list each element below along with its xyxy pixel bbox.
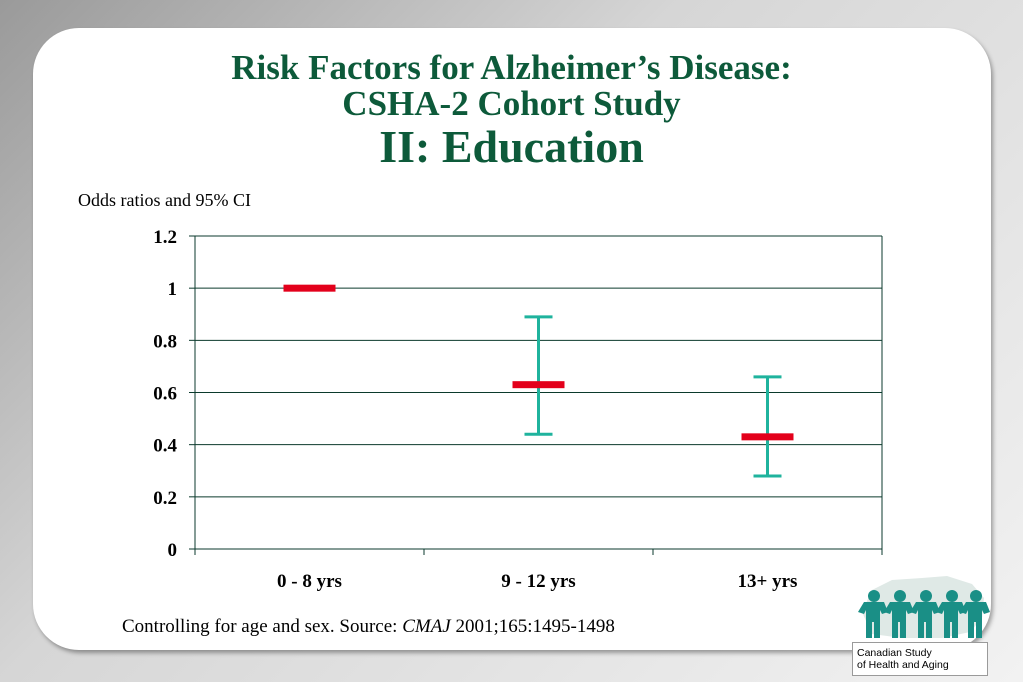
y-tick-label: 0.4: [153, 436, 177, 457]
footnote: Controlling for age and sex. Source: CMA…: [122, 616, 615, 638]
footnote-text: Controlling for age and sex. Source:: [122, 616, 403, 637]
y-tick-label: 1: [168, 279, 178, 300]
x-tick-label: 13+ yrs: [738, 571, 798, 592]
y-tick-label: 0.6: [153, 384, 177, 405]
slide-title: Risk Factors for Alzheimer’s Disease: CS…: [0, 50, 1023, 172]
y-tick-label: 1.2: [153, 227, 177, 248]
logo-line-2: of Health and Aging: [857, 659, 949, 671]
odds-ratio-point: [741, 433, 794, 441]
axes: [189, 235, 883, 555]
data-marks: [283, 284, 794, 478]
title-line-2: CSHA-2 Cohort Study: [342, 84, 681, 123]
odds-ratio-point: [512, 381, 565, 389]
x-tick-label: 9 - 12 yrs: [501, 571, 575, 592]
footnote-citation: 2001;165:1495-1498: [450, 616, 615, 637]
logo-caption: Canadian Study of Health and Aging: [852, 642, 988, 676]
y-tick-label: 0.2: [153, 488, 177, 509]
footnote-journal: CMAJ: [402, 616, 451, 637]
y-axis-caption: Odds ratios and 95% CI: [78, 190, 251, 210]
title-line-3: II: Education: [379, 121, 644, 172]
slide-panel: [33, 28, 991, 650]
y-tick-labels: 0 0.2 0.4 0.6 0.8 1 1.2: [153, 227, 177, 561]
y-tick-label: 0.8: [153, 331, 177, 352]
csha-logo: Canadian Study of Health and Aging: [852, 572, 992, 676]
x-tick-labels: 0 - 8 yrs 9 - 12 yrs 13+ yrs: [277, 571, 797, 592]
y-tick-label: 0: [168, 540, 178, 561]
people-map-icon: [858, 576, 990, 638]
x-tick-label: 0 - 8 yrs: [277, 571, 342, 592]
odds-ratio-point: [283, 284, 336, 292]
logo-line-1: Canadian Study: [857, 647, 932, 659]
title-line-1: Risk Factors for Alzheimer’s Disease:: [231, 48, 792, 87]
